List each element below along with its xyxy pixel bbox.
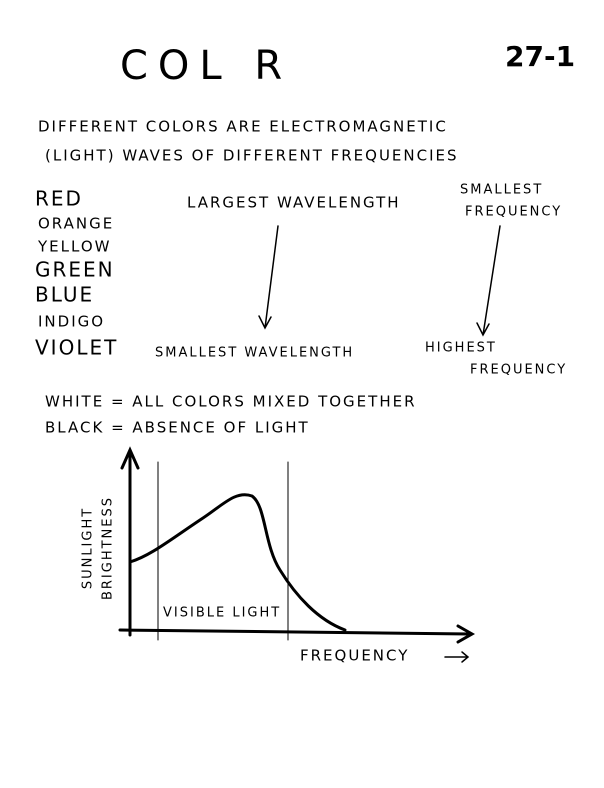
label: LARGEST WAVELENGTH: [187, 194, 401, 212]
page-number: 27-1: [505, 40, 575, 73]
band-line: [157, 461, 289, 641]
intro-line: (LIGHT) WAVES OF DIFFERENT FREQUENCIES: [45, 147, 459, 165]
label: FREQUENCY: [470, 363, 567, 378]
label: SMALLEST WAVELENGTH: [155, 346, 354, 361]
y-label: BRIGHTNESS: [101, 496, 116, 600]
y-axis: [120, 446, 140, 637]
band-label: VISIBLE LIGHT: [163, 606, 281, 621]
graph: SUNLIGHT BRIGHTNESS VISIBLE LIGHT FREQUE…: [81, 446, 476, 665]
definition: WHITE = ALL COLORS MIXED TOGETHER: [45, 393, 417, 411]
label: FREQUENCY: [465, 205, 562, 220]
label: SMALLEST: [460, 183, 543, 198]
intro-line: DIFFERENT COLORS ARE ELECTROMAGNETIC: [38, 118, 448, 136]
arrow: [476, 225, 501, 337]
color-name: GREEN: [35, 258, 115, 282]
color-name: BLUE: [35, 283, 94, 307]
title: COL R: [120, 43, 292, 89]
y-label: SUNLIGHT: [81, 507, 96, 589]
color-name: RED: [35, 187, 83, 211]
color-name: VIOLET: [35, 336, 118, 360]
curve: [128, 493, 347, 632]
color-name: INDIGO: [38, 313, 105, 331]
definition: BLACK = ABSENCE OF LIGHT: [45, 419, 310, 437]
label: HIGHEST: [425, 341, 497, 356]
x-label-arrow: [444, 651, 470, 663]
arrow: [258, 225, 279, 330]
x-axis: [118, 624, 476, 644]
color-name: YELLOW: [37, 238, 111, 256]
x-label: FREQUENCY: [300, 647, 409, 665]
color-name: ORANGE: [38, 215, 114, 233]
